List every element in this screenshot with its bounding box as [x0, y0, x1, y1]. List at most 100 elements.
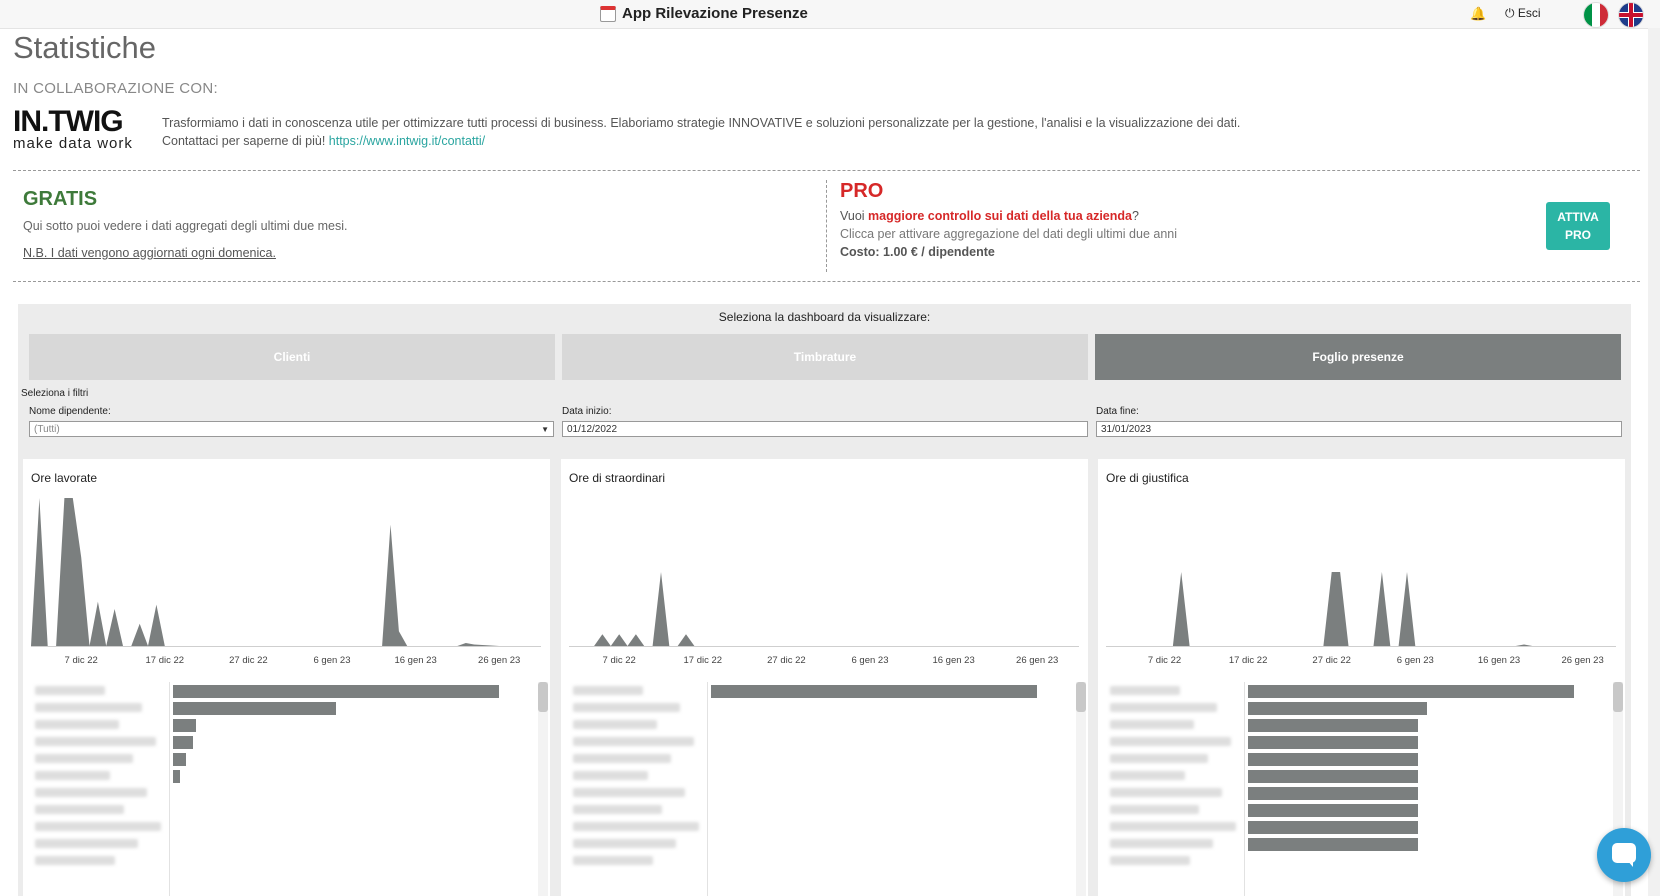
bar-list-scrollbar[interactable]: [1613, 682, 1623, 896]
italian-flag-icon[interactable]: [1583, 2, 1609, 28]
bar-axis-line: [169, 682, 170, 896]
english-flag-icon[interactable]: [1618, 2, 1644, 28]
bar-list-scrollbar[interactable]: [1076, 682, 1086, 896]
bar-list-scroll-thumb[interactable]: [1076, 682, 1086, 712]
start-date-label: Data inizio:: [562, 406, 612, 417]
logout-button[interactable]: ⏻ Esci: [1505, 6, 1541, 20]
bar-row: [561, 767, 1061, 785]
bar-row: [561, 852, 1061, 870]
bar-row: [561, 716, 1061, 734]
bar-list-scroll-thumb[interactable]: [538, 682, 548, 712]
logo-main: IN.TWIG: [13, 105, 124, 138]
redacted-name-label: [573, 788, 685, 797]
dashboard-caption: Seleziona la dashboard da visualizzare:: [718, 310, 931, 324]
chart-card: Ore di straordinari 7 dic 22 17 dic 22 27 …: [561, 459, 1088, 896]
bar-row: [1098, 801, 1598, 819]
tab-foglio-presenze[interactable]: Foglio presenze: [1095, 334, 1621, 380]
bar-row: [23, 716, 523, 734]
bar-row: [23, 699, 523, 717]
bar-row: [23, 784, 523, 802]
pro-line-2: Clicca per attivare aggregazione del dat…: [840, 227, 1178, 241]
bar-row: [561, 733, 1061, 751]
intro-line-2: Contattaci per saperne di più! https://w…: [162, 132, 1262, 150]
chart-card: Ore lavorate 7 dic 22 17 dic 22 27 dic 22 6…: [23, 459, 550, 896]
x-axis: 7 dic 22 17 dic 22 27 dic 22 6 gen 23 16 gen…: [1106, 655, 1616, 669]
bar: [173, 770, 180, 783]
x-tick-label: 27 dic 22: [767, 655, 806, 666]
bar-row: [1098, 835, 1598, 853]
page-scrollbar[interactable]: [1648, 28, 1660, 896]
bar-row: [23, 682, 523, 700]
redacted-name-label: [1110, 788, 1222, 797]
bar: [173, 685, 499, 698]
bar: [1248, 685, 1574, 698]
dashboard-panel: Seleziona la dashboard da visualizzare: …: [18, 304, 1631, 896]
area-chart: [569, 572, 1079, 647]
gratis-title: GRATIS: [23, 188, 98, 210]
redacted-name-label: [35, 754, 133, 763]
redacted-name-label: [1110, 754, 1208, 763]
tab-clienti[interactable]: Clienti: [29, 334, 555, 380]
collab-label: IN COLLABORAZIONE CON:: [13, 80, 218, 97]
x-axis: 7 dic 22 17 dic 22 27 dic 22 6 gen 23 16 gen…: [31, 655, 541, 669]
start-date-input[interactable]: 01/12/2022: [562, 421, 1088, 437]
x-axis: 7 dic 22 17 dic 22 27 dic 22 6 gen 23 16 gen…: [569, 655, 1079, 669]
area-series: [31, 498, 500, 646]
bar: [1248, 770, 1418, 783]
gratis-note: N.B. I dati vengono aggiornati ogni dome…: [23, 246, 276, 260]
page-title: Statistiche: [13, 30, 157, 65]
redacted-name-label: [35, 805, 124, 814]
bar-row: [1098, 733, 1598, 751]
redacted-name-label: [1110, 805, 1199, 814]
chart-title: Ore lavorate: [31, 471, 98, 485]
redacted-name-label: [573, 737, 694, 746]
redacted-name-label: [1110, 686, 1180, 695]
bar-list-scrollbar[interactable]: [538, 682, 548, 896]
redacted-name-label: [35, 788, 147, 797]
bar-row: [561, 682, 1061, 700]
bar: [173, 753, 186, 766]
bar-row: [1098, 682, 1598, 700]
bell-icon[interactable]: 🔔: [1470, 6, 1487, 21]
intro-line-1: Trasformiamo i dati in conoscenza utile …: [162, 116, 1241, 130]
bar-row: [1098, 852, 1598, 870]
bar: [1248, 719, 1418, 732]
redacted-name-label: [1110, 771, 1185, 780]
redacted-name-label: [573, 686, 643, 695]
pro-line-1-bold: maggiore controllo sui dati della tua az…: [868, 209, 1132, 223]
chat-button[interactable]: [1597, 828, 1651, 882]
activate-pro-button[interactable]: ATTIVA PRO: [1546, 202, 1610, 250]
tab-timbrature[interactable]: Timbrature: [562, 334, 1088, 380]
redacted-name-label: [573, 703, 680, 712]
bar-row: [23, 733, 523, 751]
bar-row: [23, 750, 523, 768]
area-chart: [31, 498, 541, 647]
bar-list-scroll-thumb[interactable]: [1613, 682, 1623, 712]
x-tick-label: 26 gen 23: [1561, 655, 1604, 666]
redacted-name-label: [573, 839, 676, 848]
employee-select[interactable]: (Tutti) ▼: [29, 421, 554, 437]
bar-row: [561, 699, 1061, 717]
x-tick-label: 26 gen 23: [478, 655, 521, 666]
bar: [1248, 838, 1418, 851]
end-date-input[interactable]: 31/01/2023: [1096, 421, 1622, 437]
x-tick-label: 16 gen 23: [1477, 655, 1521, 666]
bar: [173, 702, 336, 715]
bar-row: [23, 835, 523, 853]
x-tick-label: 17 dic 22: [145, 655, 185, 666]
redacted-name-label: [1110, 856, 1190, 865]
redacted-name-label: [573, 754, 671, 763]
bar-row: [1098, 784, 1598, 802]
top-bar: App Rilevazione Presenze 🔔 ⏻ Esci: [0, 0, 1660, 29]
x-tick-label: 17 dic 22: [683, 655, 723, 666]
redacted-name-label: [35, 686, 105, 695]
redacted-name-label: [573, 805, 662, 814]
chart-title: Ore di straordinari: [569, 471, 666, 485]
redacted-name-label: [573, 771, 648, 780]
x-tick-label: 17 dic 22: [1228, 655, 1268, 666]
employee-select-value: (Tutti): [34, 424, 60, 435]
pro-line-1-suffix: ?: [1131, 209, 1139, 223]
bar-list: [1098, 682, 1625, 896]
redacted-name-label: [1110, 839, 1213, 848]
contact-link[interactable]: https://www.intwig.it/contatti/: [328, 134, 486, 148]
